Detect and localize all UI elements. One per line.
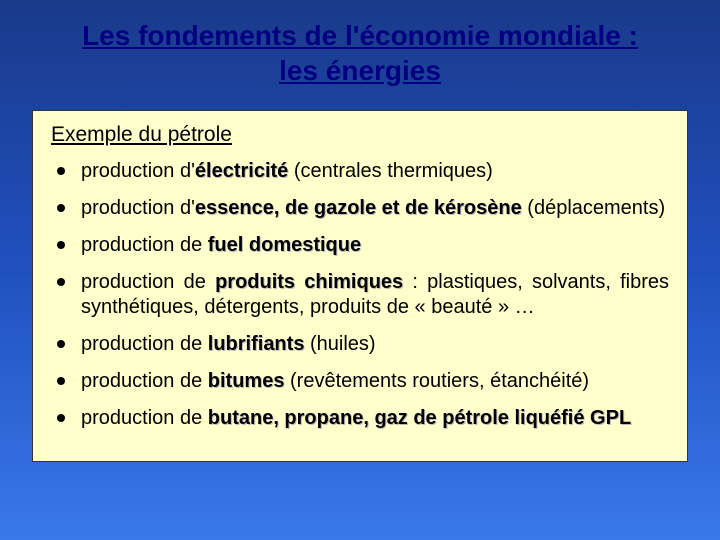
bullet-pre-text: production de: [81, 370, 208, 392]
slide-title: Les fondements de l'économie mondiale : …: [32, 18, 688, 88]
bullet-post-text: (déplacements): [522, 197, 665, 219]
title-line-1: Les fondements de l'économie mondiale :: [82, 20, 638, 51]
bullet-pre-text: production d': [81, 160, 195, 182]
bullet-emph-text: électricité: [195, 160, 288, 182]
bullet-item: production de produits chimiques : plast…: [57, 270, 669, 320]
bullet-list: production d'électricité (centrales ther…: [51, 159, 669, 431]
bullet-pre-text: production de: [81, 271, 215, 293]
bullet-item: production de bitumes (revêtements routi…: [57, 369, 669, 394]
bullet-post-text: (revêtements routiers, étanchéité): [284, 370, 589, 392]
bullet-item: production de lubrifiants (huiles): [57, 332, 669, 357]
bullet-item: production de fuel domestique: [57, 233, 669, 258]
bullet-pre-text: production de: [81, 407, 208, 429]
bullet-emph-text: essence, de gazole et de kérosène: [195, 197, 522, 219]
content-box: Exemple du pétrole production d'électric…: [32, 110, 688, 462]
bullet-pre-text: production d': [81, 197, 195, 219]
bullet-emph-text: butane, propane, gaz de pétrole liquéfié…: [208, 407, 631, 429]
bullet-item: production d'électricité (centrales ther…: [57, 159, 669, 184]
bullet-post-text: (huiles): [304, 333, 375, 355]
bullet-emph-text: fuel domestique: [208, 234, 361, 256]
title-line-2: les énergies: [279, 55, 441, 86]
bullet-emph-text: bitumes: [208, 370, 285, 392]
bullet-item: production de butane, propane, gaz de pé…: [57, 406, 669, 431]
bullet-emph-text: produits chimiques: [215, 271, 403, 293]
bullet-post-text: (centrales thermiques): [288, 160, 493, 182]
bullet-pre-text: production de: [81, 333, 208, 355]
bullet-pre-text: production de: [81, 234, 208, 256]
bullet-item: production d'essence, de gazole et de ké…: [57, 196, 669, 221]
subheading: Exemple du pétrole: [51, 123, 669, 147]
bullet-emph-text: lubrifiants: [208, 333, 305, 355]
